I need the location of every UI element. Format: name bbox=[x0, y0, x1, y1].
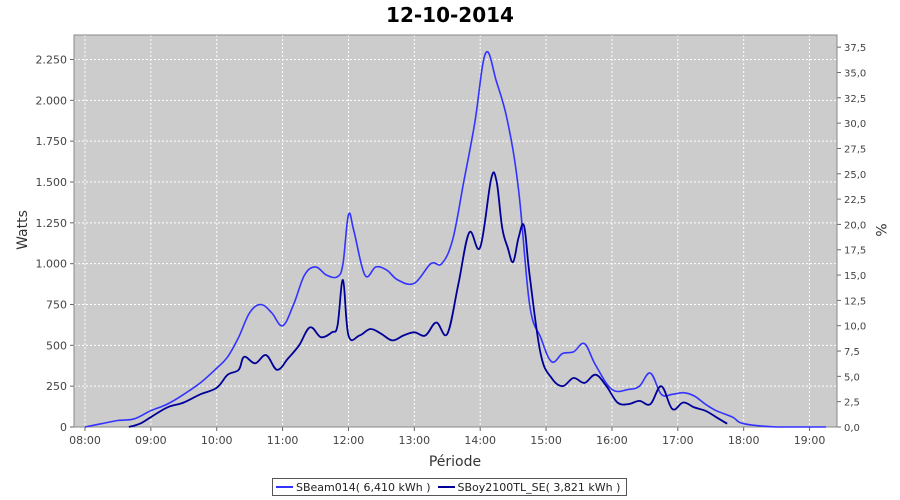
y-tick-label: 1.750 bbox=[36, 135, 68, 148]
y-right-tick-label: 20,0 bbox=[844, 220, 866, 231]
x-tick-label: 11:00 bbox=[267, 434, 299, 447]
y-right-tick-label: 17,5 bbox=[844, 246, 866, 257]
y-right-tick-label: 10,0 bbox=[844, 322, 866, 333]
legend-label: SBeam014( 6,410 kWh ) bbox=[296, 480, 431, 494]
legend-item[interactable]: SBeam014( 6,410 kWh ) bbox=[276, 481, 431, 494]
x-tick-label: 16:00 bbox=[596, 434, 628, 447]
series-line-1 bbox=[84, 50, 826, 428]
x-tick-label: 10:00 bbox=[201, 434, 233, 447]
y-axis-label: Watts bbox=[15, 210, 31, 250]
legend: SBeam014( 6,410 kWh ) SBoy2100TL_SE( 3,8… bbox=[272, 478, 627, 496]
y-tick-label: 2.250 bbox=[36, 54, 68, 67]
y-right-tick-label: 2,5 bbox=[844, 398, 860, 409]
x-tick-label: 08:00 bbox=[69, 434, 101, 447]
y-tick-label: 0 bbox=[60, 421, 67, 434]
x-tick-label: 13:00 bbox=[398, 434, 430, 447]
x-tick-label: 18:00 bbox=[728, 434, 760, 447]
plot-border bbox=[73, 34, 838, 428]
x-tick-label: 09:00 bbox=[135, 434, 167, 447]
y-tick-label: 250 bbox=[46, 380, 67, 393]
legend-swatch bbox=[437, 486, 455, 488]
legend-item[interactable]: SBoy2100TL_SE( 3,821 kWh ) bbox=[437, 480, 621, 494]
y-right-tick-label: 15,0 bbox=[844, 271, 866, 282]
series-line-2 bbox=[128, 171, 728, 428]
y-right-tick-label: 27,5 bbox=[844, 144, 866, 155]
series-lines bbox=[84, 50, 826, 428]
y-right-tick-label: 22,5 bbox=[844, 195, 866, 206]
y-right-tick-label: 30,0 bbox=[844, 119, 866, 130]
y-right-tick-label: 32,5 bbox=[844, 94, 866, 105]
chart-title: 12-10-2014 bbox=[386, 3, 514, 27]
y-tick-label: 1.500 bbox=[36, 176, 68, 189]
x-tick-label: 12:00 bbox=[333, 434, 365, 447]
y-right-tick-label: 37,5 bbox=[844, 43, 866, 54]
y-right-tick-label: 7,5 bbox=[844, 347, 860, 358]
y-tick-label: 2.000 bbox=[36, 94, 68, 107]
legend-swatch bbox=[276, 486, 293, 488]
y-right-tick-label: 35,0 bbox=[844, 68, 866, 79]
x-tick-label: 15:00 bbox=[530, 434, 562, 447]
y-right-tick-label: 12,5 bbox=[844, 296, 866, 307]
y-tick-label: 750 bbox=[46, 299, 67, 312]
x-tick-label: 17:00 bbox=[662, 434, 694, 447]
y-right-tick-label: 5,0 bbox=[844, 372, 860, 383]
legend-label: SBoy2100TL_SE( 3,821 kWh ) bbox=[457, 480, 621, 494]
y-tick-label: 1.000 bbox=[36, 258, 68, 271]
y-right-tick-label: 25,0 bbox=[844, 170, 866, 181]
y-axis-right-label: % bbox=[872, 223, 888, 236]
x-tick-label: 14:00 bbox=[464, 434, 496, 447]
y-right-tick-label: 0,0 bbox=[844, 423, 860, 434]
y-tick-label: 500 bbox=[46, 339, 67, 352]
x-axis-label: Période bbox=[429, 454, 481, 470]
x-tick-label: 19:00 bbox=[794, 434, 826, 447]
y-tick-label: 1.250 bbox=[36, 217, 68, 230]
axes: 08:00 09:00 10:00 11:00 12:00 13:00 14:00 15:00… bbox=[36, 34, 866, 447]
